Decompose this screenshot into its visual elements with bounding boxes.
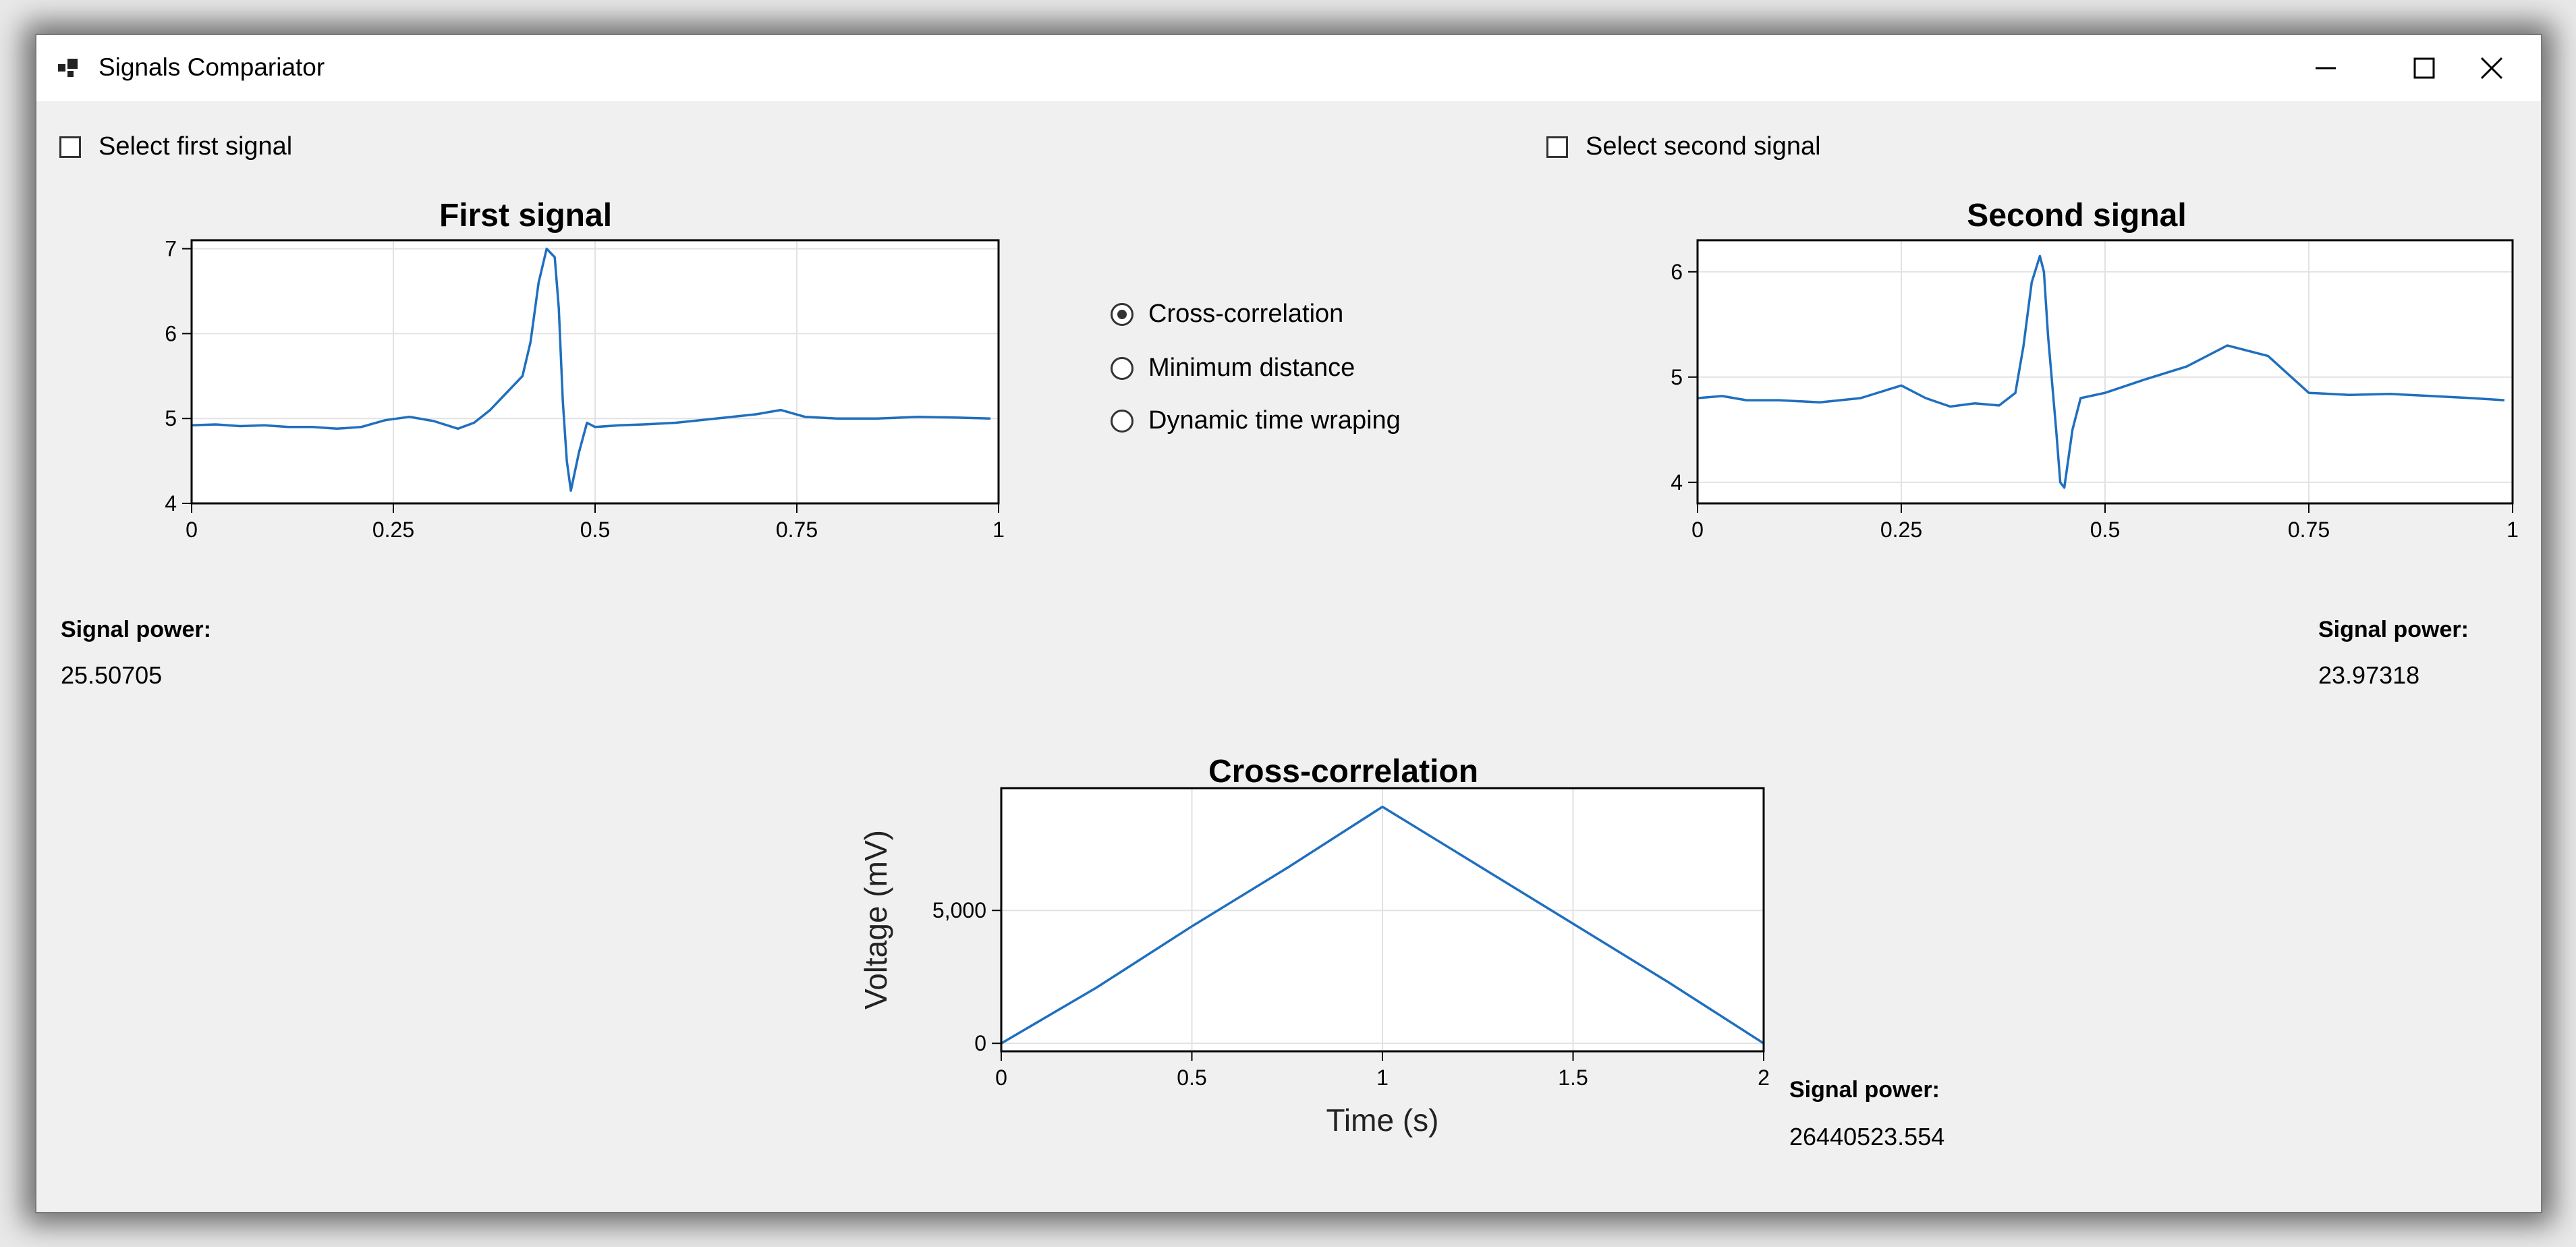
app-window: Signals Compariator Select first signal … (35, 34, 2542, 1213)
x-tick-label: 0 (1691, 518, 1704, 542)
x-tick-label: 0.75 (776, 518, 818, 542)
result-power-label: Signal power: (1789, 1077, 1940, 1103)
radio-minimum-distance-label: Minimum distance (1148, 354, 1355, 382)
radio-dynamic-time-wraping-indicator[interactable] (1111, 409, 1133, 433)
maximize-button[interactable] (2375, 35, 2473, 101)
title-bar: Signals Compariator (36, 35, 2541, 101)
x-tick-label: 0.75 (2288, 518, 2330, 542)
second-signal-checkbox[interactable] (1546, 136, 1568, 158)
series-line (1697, 254, 2505, 489)
result-power-value: 26440523.554 (1789, 1123, 1945, 1151)
radio-cross-correlation[interactable]: Cross-correlation (1111, 300, 1343, 329)
first-signal-chart-title: First signal (439, 198, 613, 233)
close-button[interactable] (2442, 35, 2541, 101)
x-tick-label: 0.5 (580, 518, 610, 542)
x-tick-label: 1.5 (1558, 1065, 1588, 1090)
close-icon (2480, 57, 2503, 80)
radio-cross-correlation-label: Cross-correlation (1148, 300, 1344, 328)
x-tick-label: 0.25 (372, 518, 414, 542)
first-signal-checkbox[interactable] (59, 136, 81, 158)
minimize-button[interactable] (2276, 35, 2375, 101)
y-tick-label: 5 (165, 406, 177, 431)
cross-correlation-chart: 0 0.5 1 1.5 2 0 5,000 Time (s) Voltage (mV) (858, 787, 1770, 1138)
x-tick-label: 0 (995, 1065, 1007, 1090)
second-signal-power-label: Signal power: (2318, 617, 2469, 642)
second-signal-checkbox-row[interactable]: Select second signal (1546, 132, 1821, 161)
y-tick-label: 7 (165, 238, 177, 261)
radio-minimum-distance[interactable]: Minimum distance (1111, 354, 1355, 383)
second-signal-power-value: 23.97318 (2318, 661, 2420, 689)
plot-frame (190, 239, 1000, 505)
y-tick-label: 0 (974, 1031, 986, 1055)
radio-dynamic-time-wraping-label: Dynamic time wraping (1148, 406, 1401, 435)
maximize-icon (2413, 57, 2435, 79)
x-tick-label: 0 (186, 518, 198, 542)
y-tick-label: 5 (1671, 365, 1683, 389)
second-signal-chart: 0 0.25 0.5 0.75 1 4 5 6 (1671, 239, 2519, 542)
first-signal-checkbox-label: Select first signal (99, 132, 293, 161)
window-title: Signals Compariator (99, 53, 325, 81)
radio-cross-correlation-indicator[interactable] (1111, 302, 1133, 326)
x-tick-label: 1 (992, 518, 1005, 542)
minimize-icon (2316, 67, 2336, 70)
y-tick-label: 4 (1671, 470, 1683, 495)
x-axis-label: Time (s) (1326, 1103, 1439, 1138)
y-tick-label: 6 (1671, 260, 1683, 284)
x-tick-label: 0.5 (2090, 518, 2120, 542)
x-tick-label: 1 (1376, 1065, 1389, 1090)
x-tick-label: 1 (2507, 518, 2519, 542)
plot-frame (1696, 239, 2514, 505)
radio-minimum-distance-indicator[interactable] (1111, 356, 1133, 380)
second-signal-chart-title: Second signal (1967, 198, 2187, 233)
first-signal-chart: 0 0.25 0.5 0.75 1 4 5 6 7 (165, 238, 1005, 542)
x-tick-label: 2 (1758, 1065, 1770, 1090)
first-signal-power-label: Signal power: (61, 617, 211, 642)
y-tick-label: 5,000 (932, 898, 986, 922)
x-tick-label: 0.5 (1177, 1065, 1206, 1090)
y-axis-label: Voltage (mV) (858, 830, 893, 1009)
plot-frame (1000, 787, 1765, 1053)
first-signal-power-value: 25.50705 (61, 661, 163, 689)
second-signal-checkbox-label: Select second signal (1586, 132, 1821, 161)
radio-dynamic-time-wraping[interactable]: Dynamic time wraping (1111, 406, 1401, 435)
series-line (191, 247, 991, 492)
cross-correlation-chart-title: Cross-correlation (1208, 754, 1479, 789)
series-line (1001, 805, 1764, 1045)
app-icon (58, 59, 78, 77)
y-tick-label: 6 (165, 321, 177, 345)
x-tick-label: 0.25 (1880, 518, 1922, 542)
first-signal-checkbox-row[interactable]: Select first signal (59, 132, 292, 161)
y-tick-label: 4 (165, 491, 177, 516)
